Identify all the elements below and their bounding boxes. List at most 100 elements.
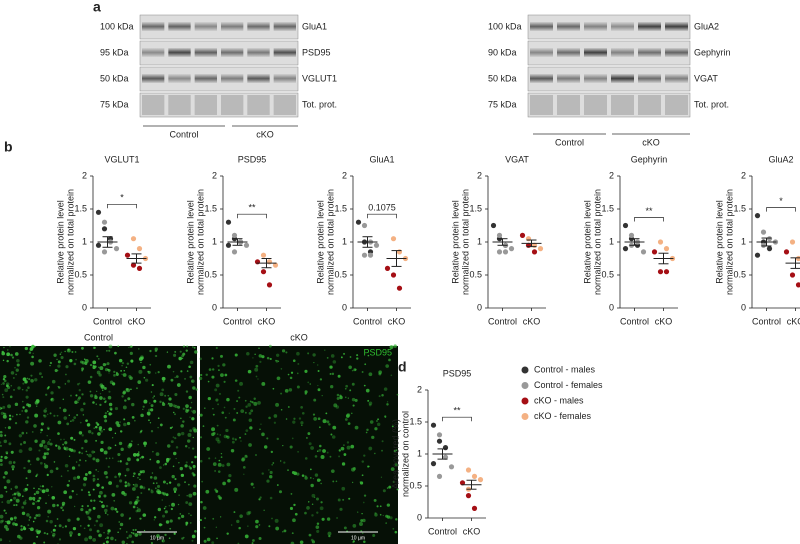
puncta <box>25 432 28 434</box>
puncta <box>0 430 3 434</box>
puncta <box>81 452 84 455</box>
puncta <box>199 459 203 463</box>
puncta <box>0 463 3 467</box>
puncta <box>88 535 93 540</box>
puncta <box>310 477 312 479</box>
data-point <box>465 467 472 473</box>
puncta <box>255 375 258 378</box>
y-tick-label: 2 <box>477 170 482 180</box>
blot-protein: VGAT <box>694 73 718 83</box>
puncta <box>140 356 144 360</box>
puncta <box>149 422 152 424</box>
puncta <box>103 494 107 498</box>
puncta <box>89 363 93 367</box>
puncta <box>244 454 248 458</box>
puncta <box>63 447 67 451</box>
puncta <box>352 541 355 544</box>
puncta <box>180 514 185 519</box>
puncta <box>134 528 137 532</box>
puncta <box>239 514 243 518</box>
puncta <box>215 383 220 388</box>
data-point <box>367 252 374 258</box>
data-point <box>789 239 796 245</box>
y-tick-label: 0.5 <box>733 269 746 279</box>
puncta <box>309 383 311 385</box>
puncta <box>147 408 151 412</box>
group-label: Control <box>555 137 584 147</box>
puncta <box>191 534 196 539</box>
puncta <box>233 407 236 410</box>
puncta <box>273 421 277 424</box>
blot-band <box>557 22 580 31</box>
y-tick-label: 0 <box>609 302 614 312</box>
puncta <box>311 503 314 506</box>
puncta <box>255 525 259 529</box>
puncta <box>25 395 29 399</box>
puncta <box>120 447 124 452</box>
puncta <box>118 521 121 523</box>
data-point <box>361 252 368 258</box>
puncta <box>45 393 48 396</box>
puncta <box>214 388 218 392</box>
puncta <box>142 405 145 408</box>
puncta <box>175 457 177 460</box>
puncta <box>13 496 17 500</box>
puncta <box>25 389 29 392</box>
puncta <box>104 419 108 423</box>
puncta <box>6 359 9 363</box>
puncta <box>138 500 141 502</box>
puncta <box>96 370 101 375</box>
x-tick-label: cKO <box>388 316 406 326</box>
puncta <box>34 439 38 443</box>
puncta <box>177 432 181 437</box>
puncta <box>86 504 90 508</box>
puncta <box>315 497 319 501</box>
significance-bracket <box>634 217 664 222</box>
puncta <box>261 472 264 475</box>
puncta <box>121 361 125 365</box>
puncta <box>313 496 316 499</box>
puncta <box>49 442 53 446</box>
puncta <box>192 409 197 414</box>
puncta <box>103 414 107 419</box>
puncta <box>360 519 364 522</box>
puncta <box>96 390 98 392</box>
puncta <box>59 353 62 355</box>
puncta <box>81 367 84 371</box>
puncta <box>89 394 94 398</box>
puncta <box>300 406 303 409</box>
puncta <box>188 512 190 515</box>
puncta <box>191 539 194 542</box>
blot-protein: GluA2 <box>694 21 719 31</box>
puncta <box>21 410 23 412</box>
puncta <box>97 478 99 481</box>
puncta <box>117 345 120 348</box>
puncta <box>7 404 12 409</box>
puncta <box>21 388 24 391</box>
puncta <box>101 486 105 489</box>
puncta <box>319 506 324 511</box>
puncta <box>101 389 104 391</box>
puncta <box>121 373 123 375</box>
chart-title: PSD95 <box>443 368 472 378</box>
puncta <box>21 400 24 403</box>
puncta <box>332 425 337 430</box>
puncta <box>219 393 221 395</box>
data-point <box>622 222 629 229</box>
significance-bracket <box>442 416 472 422</box>
chart-title: Gephyrin <box>631 154 668 164</box>
puncta <box>224 373 228 377</box>
puncta <box>312 478 315 480</box>
puncta <box>366 428 369 432</box>
puncta <box>133 472 136 475</box>
puncta <box>87 515 90 519</box>
puncta <box>297 451 299 453</box>
puncta <box>311 493 316 498</box>
puncta <box>81 505 84 508</box>
blot-kda: 95 kDa <box>100 47 129 57</box>
puncta <box>87 380 92 384</box>
puncta <box>352 404 355 407</box>
puncta <box>216 537 218 540</box>
puncta <box>43 414 45 417</box>
